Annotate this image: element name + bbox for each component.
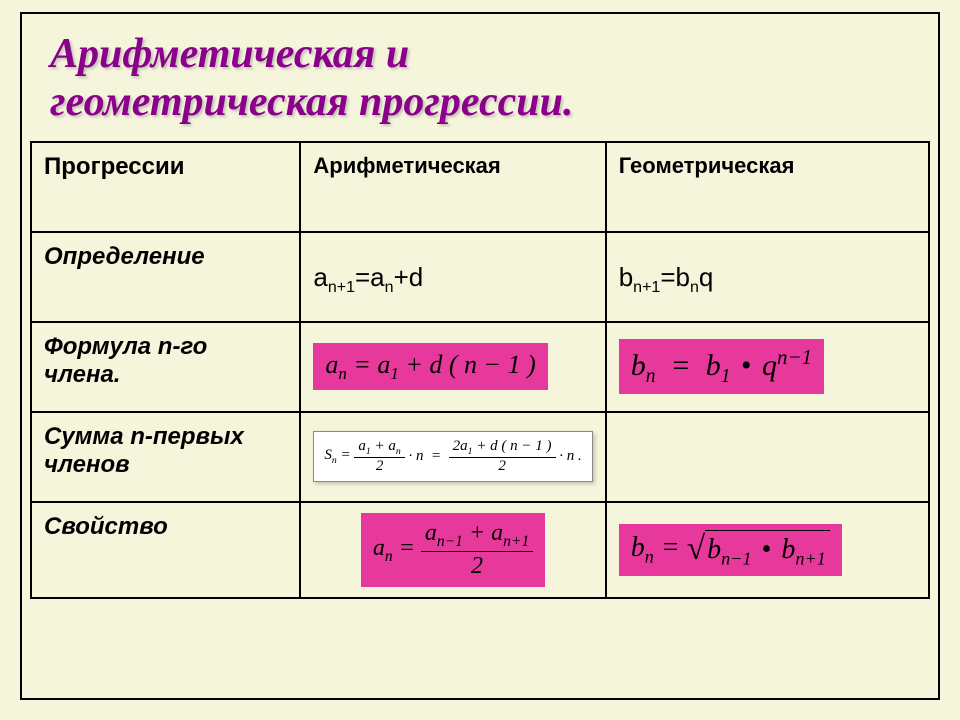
title-line-1: Арифметическая и [50,31,409,77]
label-property: Свойство [31,502,300,598]
definition-arithmetic: an+1=an+d [300,232,605,322]
formula-arith-property: an = an−1 + an+12 [361,513,545,587]
label-sum: Сумма n-первых членов [31,412,300,502]
row-nth-term: Формула n-го члена. an = a1 + d ( n − 1 … [31,322,929,412]
table-header-row: Прогрессии Арифметическая Геометрическая [31,142,929,232]
label-definition: Определение [31,232,300,322]
slide-title: Арифметическая и геометрическая прогресс… [50,30,920,127]
property-arithmetic: an = an−1 + an+12 [300,502,605,598]
nth-term-geometric: bn = b1 • qn−1 [606,322,929,412]
title-line-2: геометрическая прогрессии. [50,79,573,125]
formula-geom-def: bn+1=bnq [619,256,916,297]
sum-arithmetic: Sn = a1 + an2 · n = 2a1 + d ( n − 1 )2 ·… [300,412,605,502]
formula-geom-nth: bn = b1 • qn−1 [619,339,824,394]
label-nth-term: Формула n-го члена. [31,322,300,412]
progressions-table: Прогрессии Арифметическая Геометрическая… [30,141,930,599]
property-geometric: bn = √ bn−1 • bn+1 [606,502,929,598]
row-sum: Сумма n-первых членов Sn = a1 + an2 · n … [31,412,929,502]
header-progressions: Прогрессии [31,142,300,232]
formula-arith-nth: an = a1 + d ( n − 1 ) [313,343,547,391]
row-property: Свойство an = an−1 + an+12 bn = √ bn−1 •… [31,502,929,598]
nth-term-arithmetic: an = a1 + d ( n − 1 ) [300,322,605,412]
formula-arith-def: an+1=an+d [313,256,592,297]
formula-arith-sum: Sn = a1 + an2 · n = 2a1 + d ( n − 1 )2 ·… [313,431,592,482]
slide: Арифметическая и геометрическая прогресс… [0,0,960,720]
row-definition: Определение an+1=an+d bn+1=bnq [31,232,929,322]
definition-geometric: bn+1=bnq [606,232,929,322]
header-arithmetic: Арифметическая [300,142,605,232]
header-geometric: Геометрическая [606,142,929,232]
formula-geom-property: bn = √ bn−1 • bn+1 [619,524,842,576]
sum-geometric-empty [606,412,929,502]
